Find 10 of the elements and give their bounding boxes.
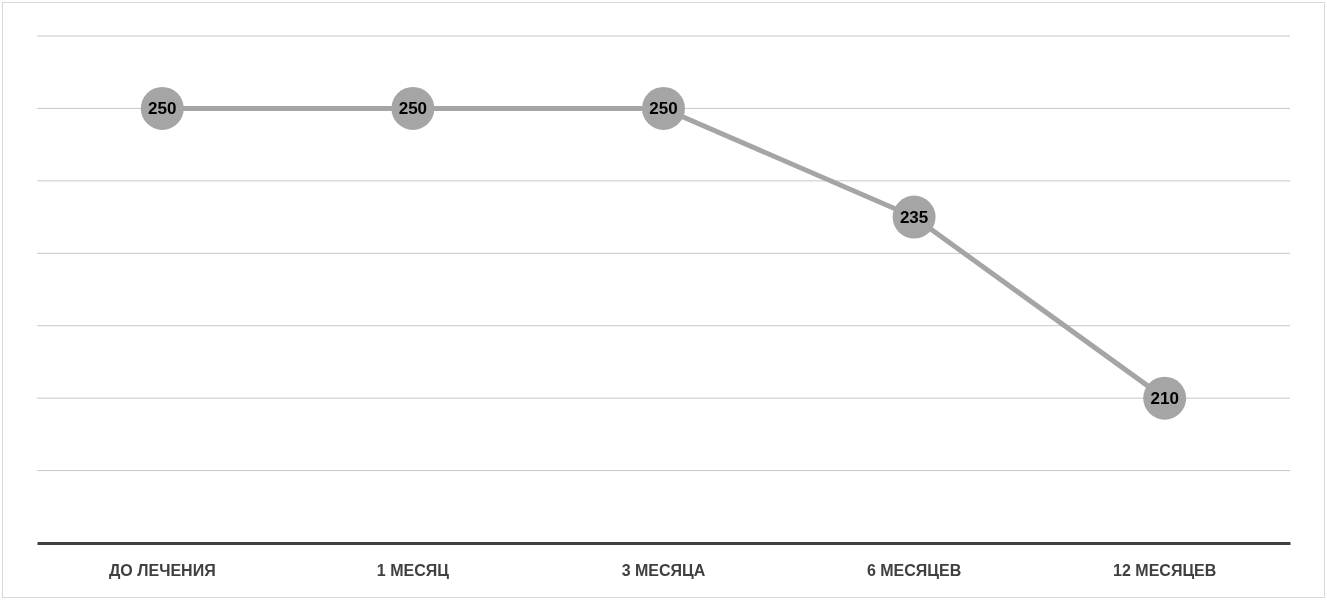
x-tick-label: ДО ЛЕЧЕНИЯ <box>108 562 216 580</box>
data-label: 250 <box>148 99 177 119</box>
data-label: 250 <box>398 99 428 119</box>
data-label: 250 <box>649 99 678 119</box>
data-label: 210 <box>1150 389 1179 409</box>
x-tick-label: 12 МЕСЯЦЕВ <box>1113 562 1217 580</box>
x-tick-label: 6 МЕСЯЦЕВ <box>866 562 962 580</box>
x-tick-label: 3 МЕСЯЦА <box>621 562 706 580</box>
x-tick-label: 1 МЕСЯЦ <box>376 562 450 580</box>
data-label: 235 <box>899 208 929 228</box>
